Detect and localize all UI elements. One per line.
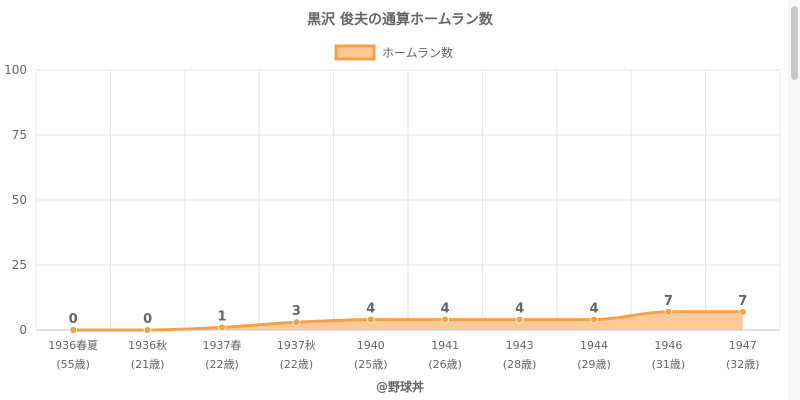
scrollbar-thumb[interactable] [791, 6, 798, 80]
footer-credit: @野球丼 [376, 379, 424, 394]
x-tick-label: 1936秋 [128, 338, 167, 352]
legend[interactable]: ホームラン数 [334, 44, 453, 61]
data-point [441, 315, 450, 324]
x-tick-sublabel: (55歳) [56, 358, 90, 371]
data-label: 3 [292, 304, 301, 319]
x-tick-label: 1944 [580, 339, 608, 352]
x-tick-sublabel: (28歳) [503, 358, 537, 371]
y-tick-label: 50 [12, 193, 27, 207]
data-point [143, 326, 152, 334]
data-point [515, 315, 524, 324]
data-point [69, 326, 78, 334]
data-point [664, 307, 673, 316]
x-tick-label: 1937春 [203, 339, 242, 352]
data-label: 4 [366, 302, 375, 317]
data-point [366, 315, 375, 324]
series-line [73, 310, 743, 332]
x-tick-sublabel: (32歳) [726, 358, 760, 371]
x-tick-label: 1941 [431, 339, 459, 352]
chart-title: 黒沢 俊夫の通算ホームラン数 [307, 11, 494, 28]
data-point [590, 315, 598, 324]
data-label: 7 [664, 294, 673, 309]
data-point [738, 307, 747, 316]
x-tick-sublabel: (29歳) [577, 358, 611, 371]
y-tick-label: 25 [12, 258, 27, 272]
x-tick-sublabel: (31歳) [652, 358, 686, 371]
data-label: 4 [589, 302, 598, 317]
x-tick-label: 1937秋 [277, 338, 316, 352]
y-tick-label: 100 [4, 63, 27, 77]
data-label: 4 [515, 302, 524, 317]
data-label: 0 [69, 312, 78, 327]
x-tick-label: 1947 [729, 339, 757, 352]
x-tick-label: 1936春夏 [48, 339, 98, 352]
x-tick-label: 1940 [357, 339, 385, 352]
x-tick-sublabel: (21歳) [131, 358, 165, 371]
x-tick-sublabel: (25歳) [354, 358, 388, 371]
data-point [292, 318, 301, 327]
x-tick-label: 1943 [506, 339, 534, 352]
x-tick-label: 1946 [654, 339, 682, 352]
data-label: 1 [217, 309, 226, 324]
legend-label: ホームラン数 [382, 45, 453, 60]
y-tick-label: 75 [12, 128, 27, 142]
page-scrollbar[interactable] [788, 0, 800, 400]
data-label: 7 [738, 294, 747, 309]
y-tick-label: 0 [19, 323, 27, 337]
legend-swatch [334, 44, 376, 61]
data-label: 0 [143, 312, 152, 327]
data-point [218, 323, 226, 332]
x-tick-sublabel: (22歳) [205, 358, 239, 371]
x-tick-sublabel: (26歳) [428, 358, 462, 371]
data-label: 4 [441, 302, 450, 317]
x-tick-sublabel: (22歳) [280, 358, 314, 371]
